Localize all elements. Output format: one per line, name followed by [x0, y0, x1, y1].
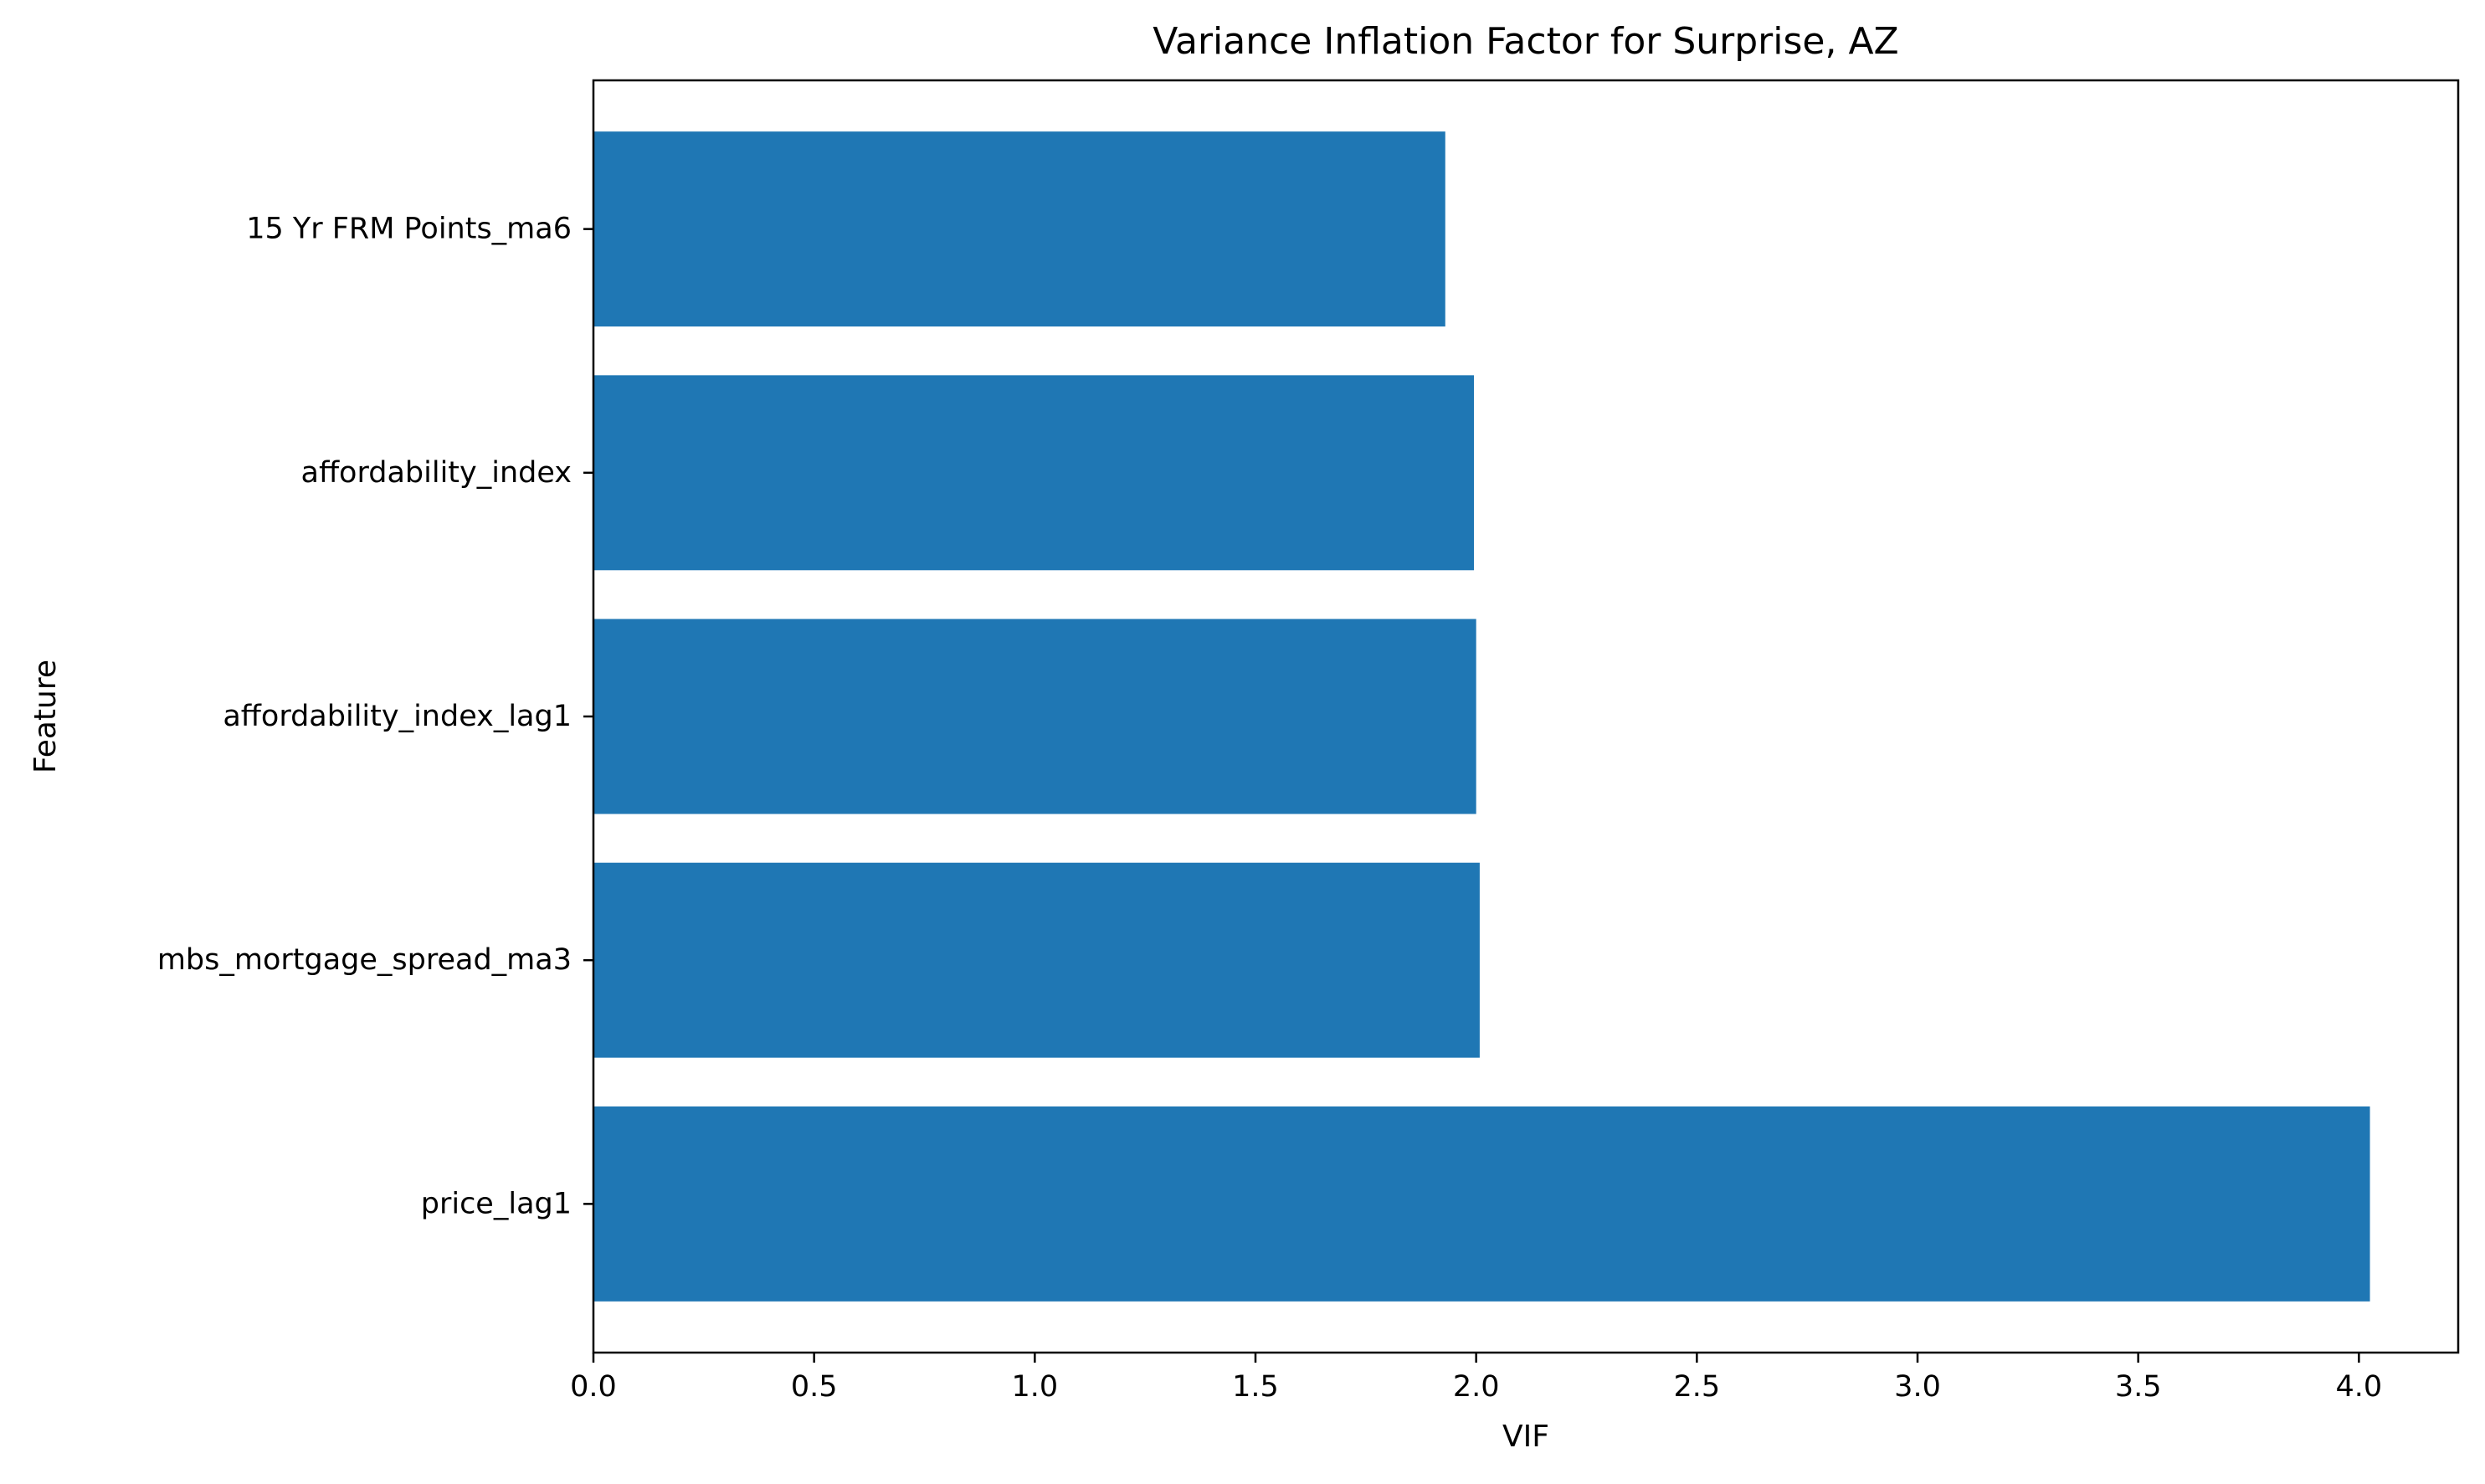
bar-3: [593, 862, 1480, 1058]
y-tick-label-0: 15 Yr FRM Points_ma6: [246, 213, 572, 246]
x-tick-label-7: 3.5: [2115, 1370, 2162, 1404]
x-tick-label-1: 0.5: [791, 1370, 838, 1404]
y-axis-label: Feature: [28, 660, 63, 773]
bar-2: [593, 619, 1476, 814]
ticks-layer: 15 Yr FRM Points_ma6 affordability_indexa…: [157, 213, 2382, 1404]
y-tick-label-2: affordability_index_lag1: [223, 700, 572, 733]
x-tick-label-3: 1.5: [1232, 1370, 1279, 1404]
bar-1: [593, 375, 1475, 571]
bar-0: [593, 131, 1445, 327]
y-tick-label-1: affordability_index: [301, 456, 572, 490]
x-tick-label-0: 0.0: [570, 1370, 617, 1404]
chart-title: Variance Inflation Factor for Surprise, …: [1153, 20, 1898, 63]
x-tick-label-6: 3.0: [1894, 1370, 1941, 1404]
x-axis-label: VIF: [1502, 1420, 1549, 1454]
x-tick-label-2: 1.0: [1012, 1370, 1059, 1404]
x-tick-label-5: 2.5: [1674, 1370, 1721, 1404]
bars-layer: [593, 131, 2370, 1302]
x-tick-label-4: 2.0: [1453, 1370, 1500, 1404]
bar-4: [593, 1106, 2370, 1302]
x-tick-label-8: 4.0: [2336, 1370, 2383, 1404]
y-tick-label-4: price_lag1: [421, 1187, 572, 1220]
y-tick-label-3: mbs_mortgage_spread_ma3: [157, 943, 572, 977]
plot-frame: [592, 79, 2460, 1354]
